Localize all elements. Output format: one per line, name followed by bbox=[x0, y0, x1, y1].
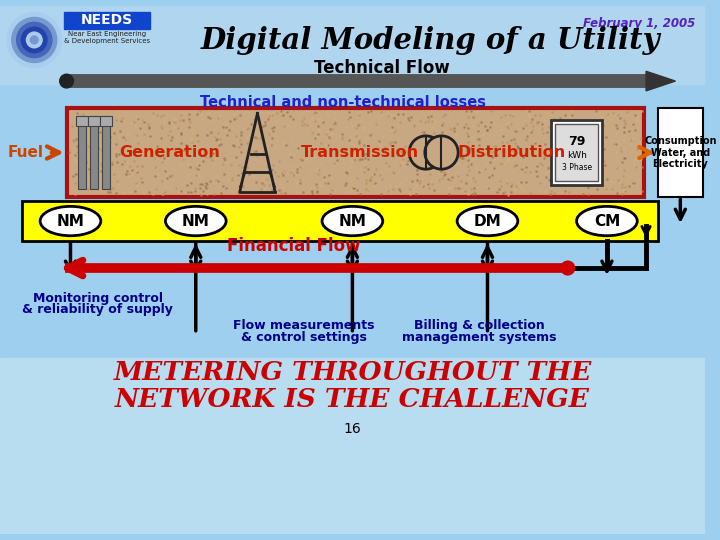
Bar bbox=[555, 124, 598, 181]
Text: Billing & collection: Billing & collection bbox=[414, 319, 545, 332]
Circle shape bbox=[409, 136, 443, 169]
Ellipse shape bbox=[166, 206, 226, 236]
Bar bbox=[76, 116, 88, 126]
Circle shape bbox=[30, 36, 38, 44]
Circle shape bbox=[7, 12, 62, 68]
Bar bbox=[63, 11, 150, 29]
Ellipse shape bbox=[577, 206, 637, 236]
Text: NEEDS: NEEDS bbox=[81, 14, 132, 28]
Bar bbox=[88, 116, 100, 126]
Text: 16: 16 bbox=[343, 422, 361, 436]
Text: NETWORK IS THE CHALLENGE: NETWORK IS THE CHALLENGE bbox=[115, 387, 590, 411]
Text: Financial Flow: Financial Flow bbox=[227, 237, 361, 255]
Text: Fuel: Fuel bbox=[8, 145, 44, 160]
Circle shape bbox=[425, 136, 458, 169]
Ellipse shape bbox=[322, 206, 383, 236]
Circle shape bbox=[22, 27, 47, 53]
Bar bbox=[0, 6, 705, 84]
Circle shape bbox=[12, 17, 57, 63]
Bar bbox=[0, 358, 705, 534]
Text: 3 Phase: 3 Phase bbox=[562, 163, 592, 172]
Text: & control settings: & control settings bbox=[240, 330, 366, 343]
Text: NM: NM bbox=[182, 213, 210, 228]
Text: NM: NM bbox=[57, 213, 84, 228]
Circle shape bbox=[561, 261, 575, 275]
Bar bbox=[78, 116, 86, 189]
Circle shape bbox=[27, 32, 42, 48]
Ellipse shape bbox=[457, 206, 518, 236]
Circle shape bbox=[17, 22, 52, 58]
Text: Transmission: Transmission bbox=[301, 145, 419, 160]
Bar bbox=[22, 201, 658, 241]
Text: Monitoring control: Monitoring control bbox=[33, 292, 163, 305]
Text: Technical and non-technical losses: Technical and non-technical losses bbox=[199, 95, 485, 110]
Bar bbox=[66, 109, 644, 197]
Text: METERING THROUGHOUT THE: METERING THROUGHOUT THE bbox=[113, 360, 592, 385]
Text: Generation: Generation bbox=[119, 145, 220, 160]
Text: February 1, 2005: February 1, 2005 bbox=[582, 17, 695, 30]
Text: & reliability of supply: & reliability of supply bbox=[22, 303, 174, 316]
Text: Near East Engineering
& Development Services: Near East Engineering & Development Serv… bbox=[63, 31, 150, 44]
Text: CM: CM bbox=[594, 213, 620, 228]
Circle shape bbox=[60, 74, 73, 88]
Polygon shape bbox=[646, 71, 675, 91]
Text: Flow measurements: Flow measurements bbox=[233, 319, 374, 332]
Text: DM: DM bbox=[474, 213, 501, 228]
Bar bbox=[658, 109, 703, 197]
Text: kWh: kWh bbox=[567, 151, 587, 160]
Text: NM: NM bbox=[338, 213, 366, 228]
Bar bbox=[551, 120, 602, 185]
Bar bbox=[100, 116, 112, 126]
Text: Distribution: Distribution bbox=[458, 145, 566, 160]
Ellipse shape bbox=[40, 206, 101, 236]
Text: Consumption
Water, and
Electricity: Consumption Water, and Electricity bbox=[644, 136, 716, 169]
Bar bbox=[90, 116, 98, 189]
Bar bbox=[102, 116, 109, 189]
Text: Digital Modeling of a Utility: Digital Modeling of a Utility bbox=[201, 26, 660, 56]
Text: Technical Flow: Technical Flow bbox=[314, 59, 450, 77]
Text: management systems: management systems bbox=[402, 330, 557, 343]
Text: 79: 79 bbox=[568, 135, 585, 148]
